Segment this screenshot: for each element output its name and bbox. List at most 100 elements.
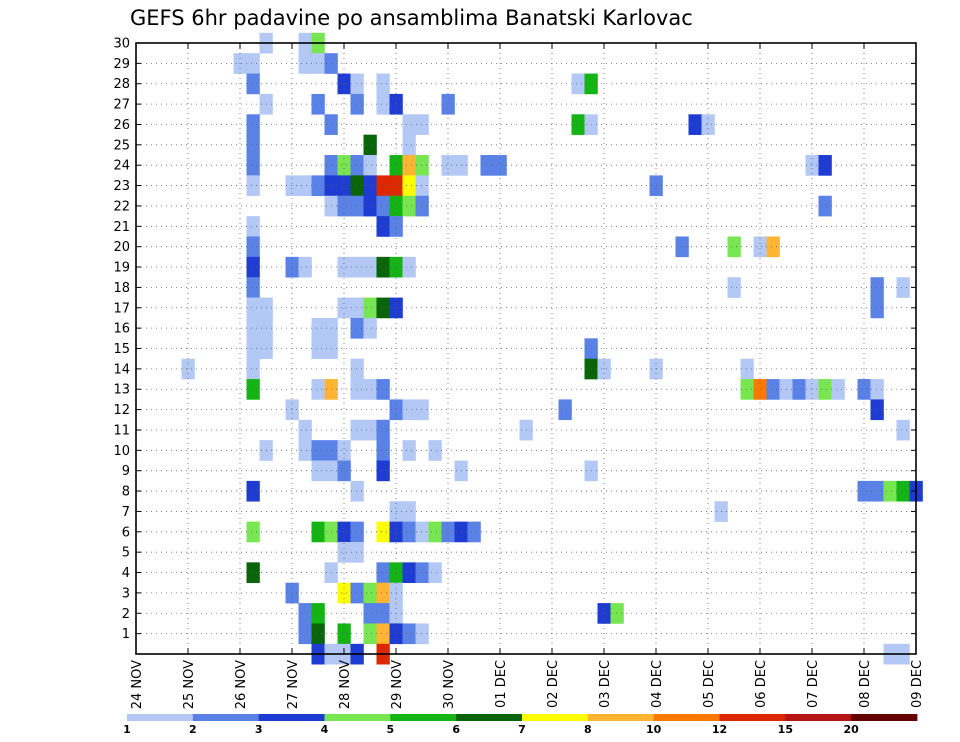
heatmap-cell bbox=[311, 53, 325, 74]
heatmap-cell bbox=[376, 297, 390, 319]
heatmap-cell bbox=[415, 195, 429, 217]
x-tick-label: 08 DEC bbox=[858, 660, 873, 708]
legend-swatch bbox=[587, 714, 655, 721]
heatmap-cell bbox=[376, 195, 390, 217]
y-tick-label: 24 bbox=[113, 159, 130, 174]
x-tick-label: 30 NOV bbox=[442, 660, 457, 709]
heatmap-cell bbox=[415, 562, 429, 584]
legend-swatch bbox=[851, 714, 918, 721]
y-tick-label: 19 bbox=[113, 261, 130, 276]
heatmap-cell bbox=[376, 73, 390, 95]
heatmap-cell bbox=[740, 379, 754, 400]
heatmap-cell bbox=[246, 480, 260, 502]
heatmap-cell bbox=[246, 114, 260, 135]
heatmap-cell bbox=[818, 195, 832, 217]
heatmap-cell bbox=[246, 175, 260, 197]
heatmap-cell bbox=[298, 419, 312, 441]
heatmap-cell bbox=[285, 256, 299, 278]
heatmap-cell bbox=[350, 155, 364, 176]
heatmap-cell bbox=[428, 440, 442, 461]
heatmap-cell bbox=[363, 155, 377, 176]
heatmap-cell bbox=[350, 419, 364, 441]
y-tick-label: 5 bbox=[122, 546, 130, 561]
heatmap-cell bbox=[805, 155, 819, 176]
x-axis: 24 NOV 25 NOV 26 NOV 27 NOV 28 NOV 29 NOV 30 N… bbox=[130, 43, 925, 709]
heatmap-cell bbox=[311, 93, 325, 115]
heatmap-cell bbox=[246, 134, 260, 156]
x-tick-label: 26 NOV bbox=[234, 660, 249, 709]
heatmap-cell bbox=[363, 419, 377, 441]
heatmap-cell bbox=[571, 73, 585, 95]
heatmap-cell bbox=[246, 155, 260, 176]
y-tick-label: 3 bbox=[122, 586, 130, 601]
heatmap-cell bbox=[311, 623, 325, 645]
heatmap-cell bbox=[818, 379, 832, 400]
legend-swatch bbox=[522, 714, 589, 721]
heatmap-cell bbox=[298, 603, 312, 624]
y-tick-label: 27 bbox=[113, 98, 130, 113]
heatmap-cell bbox=[376, 256, 390, 278]
legend-label: 4 bbox=[321, 723, 329, 736]
heatmap-cell bbox=[181, 358, 195, 380]
heatmap-cell bbox=[311, 338, 325, 359]
heatmap-cell bbox=[246, 521, 260, 543]
heatmap-cell bbox=[376, 175, 390, 197]
legend-swatch bbox=[719, 714, 786, 721]
y-tick-label: 7 bbox=[122, 505, 130, 520]
heatmap-cell bbox=[246, 338, 260, 359]
heatmap-cell bbox=[376, 562, 390, 584]
heatmap-cell bbox=[246, 53, 260, 74]
y-tick-label: 21 bbox=[113, 220, 130, 235]
x-tick-label: 03 DEC bbox=[598, 660, 613, 708]
y-tick-label: 29 bbox=[113, 57, 130, 72]
y-tick-label: 25 bbox=[113, 138, 130, 153]
heatmap-cell bbox=[441, 155, 455, 176]
x-tick-label: 02 DEC bbox=[546, 660, 561, 708]
heatmap-cell bbox=[350, 195, 364, 217]
heatmap-cell bbox=[350, 582, 364, 604]
heatmap-cell bbox=[402, 399, 416, 421]
heatmap-cell bbox=[337, 256, 351, 278]
heatmap-cell bbox=[311, 521, 325, 543]
heatmap-cell bbox=[285, 175, 299, 197]
x-tick-label: 29 NOV bbox=[390, 660, 405, 709]
y-tick-label: 10 bbox=[113, 444, 130, 459]
heatmap-cell bbox=[298, 440, 312, 461]
heatmap-cell bbox=[350, 297, 364, 319]
heatmap-cell bbox=[727, 277, 741, 298]
y-tick-label: 18 bbox=[113, 281, 130, 296]
heatmap-cell bbox=[363, 175, 377, 197]
heatmap-cell bbox=[337, 195, 351, 217]
heatmap-cell bbox=[376, 460, 390, 482]
heatmap-cell bbox=[740, 358, 754, 380]
heatmap-cell bbox=[766, 236, 780, 258]
heatmap-cell bbox=[831, 379, 845, 400]
heatmap-cell bbox=[753, 236, 767, 258]
y-axis: 1234567891011121314151617181920212223242… bbox=[113, 37, 916, 642]
y-tick-label: 9 bbox=[122, 464, 130, 479]
heatmap-cell bbox=[298, 53, 312, 74]
heatmap-cell bbox=[350, 73, 364, 95]
legend: 1 2 3 4 5 6 7 8 10 12 15 20 bbox=[123, 714, 918, 736]
x-tick-label: 24 NOV bbox=[130, 660, 145, 709]
x-tick-label: 01 DEC bbox=[494, 660, 509, 708]
heatmap-cell bbox=[350, 521, 364, 543]
heatmap-cell bbox=[246, 216, 260, 237]
heatmap-cell bbox=[441, 521, 455, 543]
heatmap-cell bbox=[350, 93, 364, 115]
heatmap-cell bbox=[415, 114, 429, 135]
heatmap-cell bbox=[376, 521, 390, 543]
y-tick-label: 12 bbox=[113, 403, 130, 418]
heatmap-cell bbox=[311, 317, 325, 339]
heatmap-cell bbox=[337, 521, 351, 543]
heatmap-cell bbox=[246, 256, 260, 278]
heatmap-cell bbox=[701, 114, 715, 135]
heatmap-cell bbox=[480, 155, 494, 176]
legend-swatch bbox=[653, 714, 720, 721]
heatmap-cell bbox=[792, 379, 806, 400]
heatmap-cell bbox=[571, 114, 585, 135]
y-tick-label: 26 bbox=[113, 118, 130, 133]
heatmap-cell bbox=[363, 603, 377, 624]
legend-label: 20 bbox=[844, 723, 860, 736]
